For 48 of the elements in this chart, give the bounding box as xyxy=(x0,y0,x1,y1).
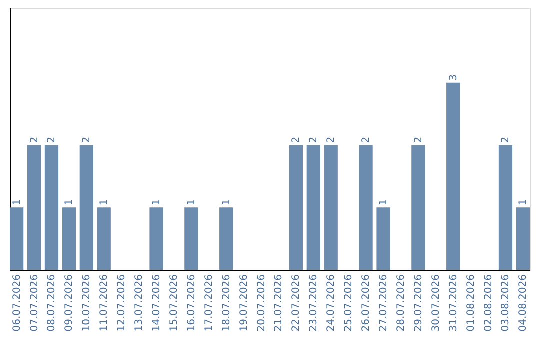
x-tick-label: 18.07.2026 xyxy=(221,274,232,332)
x-tick-label: 25.07.2026 xyxy=(344,274,355,332)
data-label: 2 xyxy=(361,136,372,144)
x-tick-label: 31.07.2026 xyxy=(448,274,460,332)
x-tick-label: 24.07.2026 xyxy=(326,274,338,332)
data-label: 2 xyxy=(46,136,58,144)
data-label: 2 xyxy=(308,136,320,144)
x-tick-label: 11.07.2026 xyxy=(99,274,110,332)
x-tick-label: 28.07.2026 xyxy=(396,274,407,332)
x-tick-label: 02.08.2026 xyxy=(483,274,494,332)
data-label: 1 xyxy=(64,199,76,206)
x-tick-label: 17.07.2026 xyxy=(204,274,215,332)
x-tick-label: 26.07.2026 xyxy=(361,274,372,332)
x-tick-label: 14.07.2026 xyxy=(152,274,162,332)
data-label: 1 xyxy=(378,199,390,206)
data-label: 1 xyxy=(221,199,232,206)
x-tick-label: 03.08.2026 xyxy=(500,274,512,332)
x-tick-label: 09.07.2026 xyxy=(64,274,76,332)
x-tick-label: 13.07.2026 xyxy=(134,274,146,332)
data-label: 3 xyxy=(448,74,460,81)
data-label: 2 xyxy=(291,136,302,144)
data-label: 2 xyxy=(82,136,93,144)
x-tick-label: 19.07.2026 xyxy=(238,274,250,332)
x-tick-label: 04.08.2026 xyxy=(518,274,530,332)
data-label: 1 xyxy=(99,199,110,206)
x-tick-label: 08.07.2026 xyxy=(46,274,58,332)
x-tick-label: 30.07.2026 xyxy=(430,274,442,332)
x-tick-label: 21.07.2026 xyxy=(274,274,285,332)
data-label: 2 xyxy=(29,136,40,144)
data-label: 1 xyxy=(12,199,23,206)
x-tick-label: 29.07.2026 xyxy=(413,274,424,332)
data-label: 2 xyxy=(326,136,338,144)
x-tick-label: 15.07.2026 xyxy=(168,274,180,332)
x-tick-label: 01.08.2026 xyxy=(466,274,477,332)
data-label: 1 xyxy=(186,199,198,206)
x-tick-label: 20.07.2026 xyxy=(256,274,268,332)
x-tick-label: 06.07.2026 xyxy=(12,274,23,332)
data-label: 1 xyxy=(518,199,530,206)
x-tick-label: 16.07.2026 xyxy=(186,274,198,332)
data-label: 1 xyxy=(152,199,162,206)
x-tick-label: 22.07.2026 xyxy=(291,274,302,332)
data-label: 2 xyxy=(500,136,512,144)
x-tick-label: 07.07.2026 xyxy=(29,274,40,332)
x-tick-label: 23.07.2026 xyxy=(308,274,320,332)
x-tick-label: 12.07.2026 xyxy=(116,274,128,332)
x-tick-label: 27.07.2026 xyxy=(378,274,390,332)
data-label: 2 xyxy=(413,136,424,144)
x-tick-label: 10.07.2026 xyxy=(82,274,93,332)
